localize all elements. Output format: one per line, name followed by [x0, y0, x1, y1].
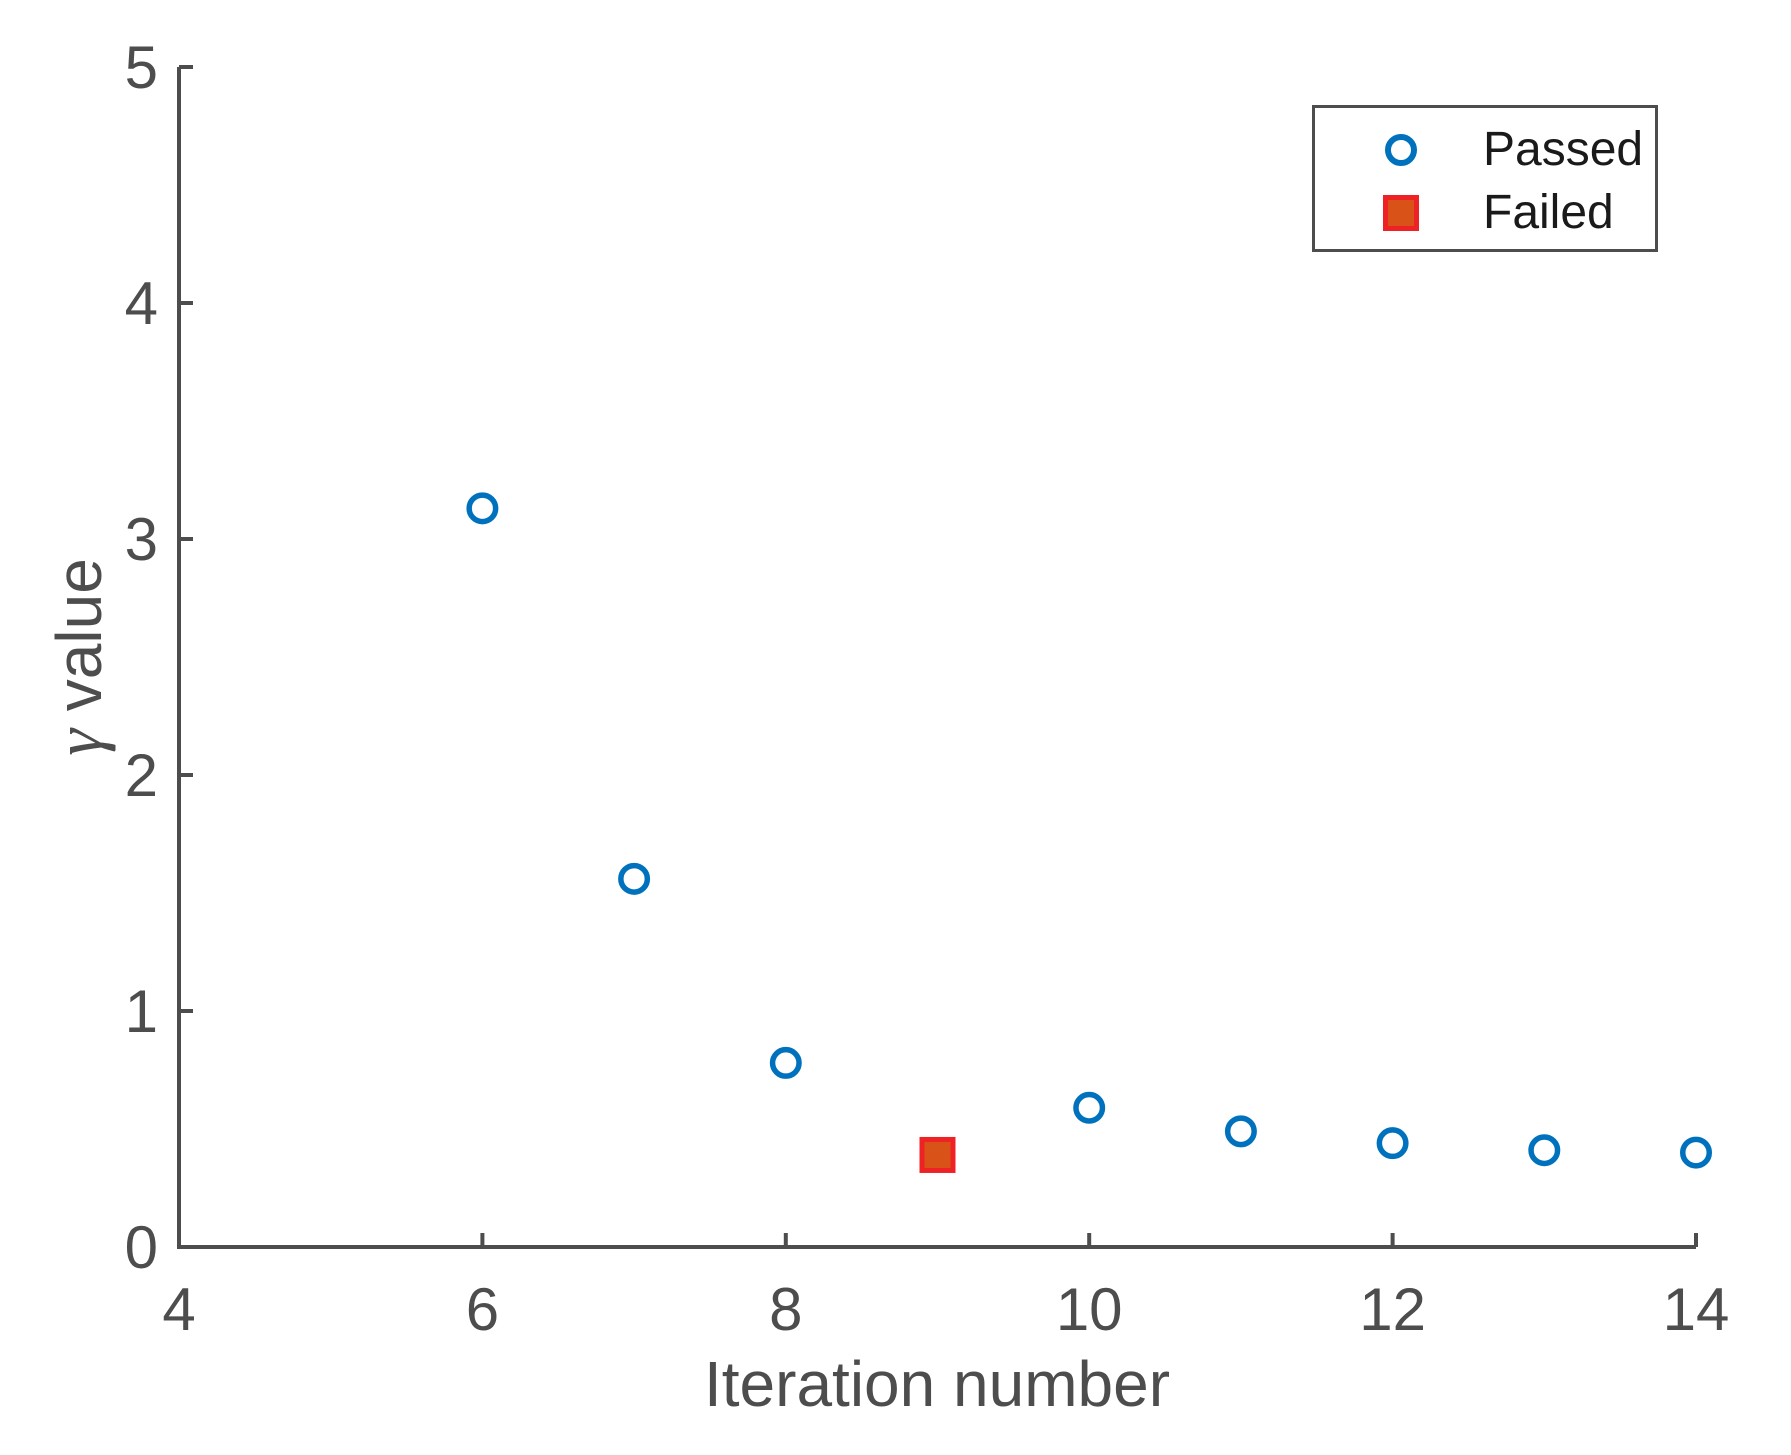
x-tick-label-10: 10 [1056, 1276, 1123, 1343]
data-point-passed [1680, 1136, 1712, 1169]
data-point-passed [1224, 1115, 1257, 1148]
x-tick-label-12: 12 [1359, 1276, 1426, 1343]
data-point-passed [1376, 1127, 1409, 1160]
legend-item-passed: Passed [1315, 118, 1655, 181]
x-axis-label: Iteration number [703, 1348, 1171, 1420]
y-tick-label-4: 4 [125, 270, 158, 337]
data-point-passed [618, 862, 651, 895]
y-axis-label-text: value [43, 558, 115, 729]
x-tick-label-8: 8 [769, 1276, 802, 1343]
data-point-passed [769, 1046, 802, 1079]
y-tick-label-5: 5 [125, 34, 158, 101]
legend-marker-cell [1381, 130, 1421, 170]
failed-square-icon [1383, 194, 1419, 231]
data-point-passed [1528, 1134, 1561, 1167]
data-point-passed [1073, 1091, 1106, 1124]
legend-item-failed: Failed [1315, 181, 1655, 244]
y-axis-label: γ value [40, 558, 116, 756]
y-tick-label-0: 0 [125, 1214, 158, 1281]
x-tick-label-4: 4 [162, 1276, 195, 1343]
legend-label-passed: Passed [1483, 122, 1644, 176]
passed-circle-icon [1385, 133, 1417, 166]
y-tick-label-2: 2 [125, 742, 158, 809]
legend-label-failed: Failed [1483, 185, 1614, 239]
legend-marker-cell [1381, 193, 1421, 233]
x-tick-label-14: 14 [1663, 1276, 1730, 1343]
gamma-symbol: γ [40, 728, 116, 756]
y-tick-label-1: 1 [125, 978, 158, 1045]
x-tick-label-6: 6 [466, 1276, 499, 1343]
data-point-failed [919, 1136, 956, 1173]
data-point-passed [466, 492, 499, 525]
legend-box: Passed Failed [1312, 105, 1658, 252]
y-tick-label-3: 3 [125, 506, 158, 573]
